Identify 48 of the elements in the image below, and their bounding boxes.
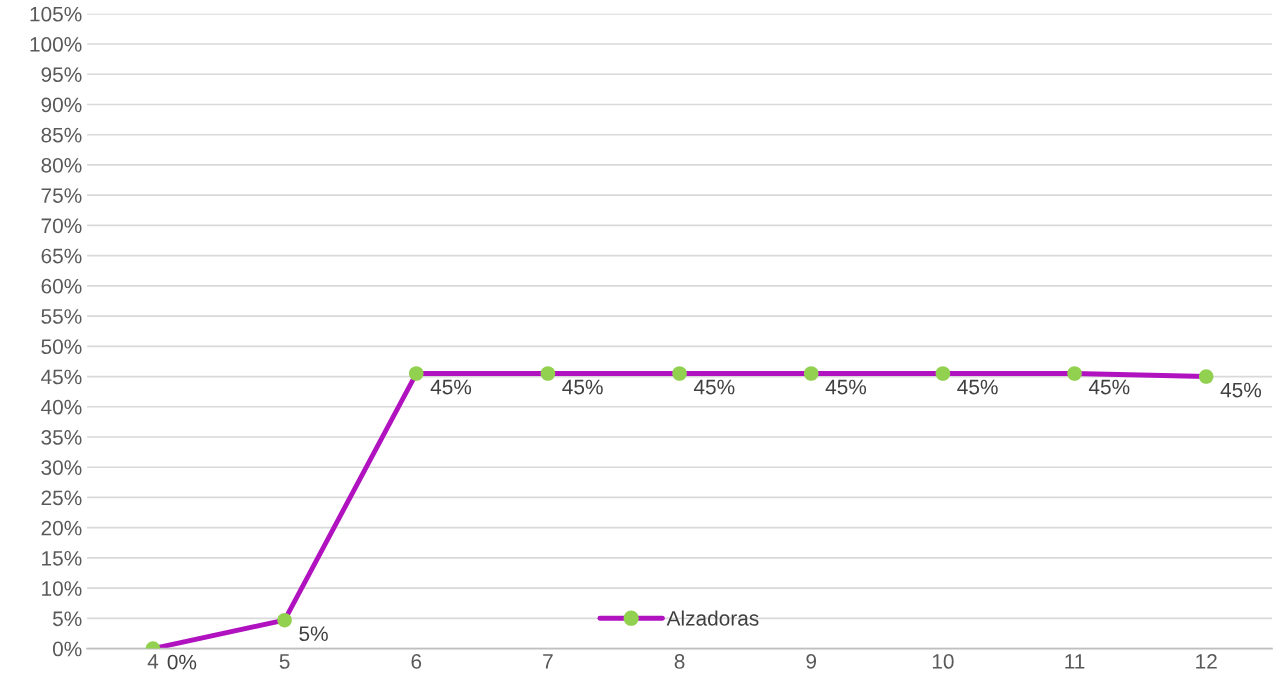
x-tick-label: 4 <box>147 654 159 669</box>
data-label: 45% <box>562 379 603 395</box>
data-label: 45% <box>1220 382 1262 398</box>
y-tick-label: 25% <box>41 490 82 506</box>
y-tick-label: 40% <box>41 399 82 415</box>
data-label: 5% <box>299 626 328 642</box>
y-tick-label: 95% <box>41 67 82 83</box>
x-tick-label: 9 <box>806 654 817 669</box>
point <box>935 366 951 381</box>
data-label: 45% <box>1088 379 1130 395</box>
y-tick-label: 45% <box>41 369 82 385</box>
y-tick-label: 100% <box>30 37 82 52</box>
y-tick-label: 35% <box>41 430 82 445</box>
y-tick-label: 0% <box>52 641 82 657</box>
y-tick-label: 20% <box>41 520 82 536</box>
point <box>408 366 424 381</box>
legend-label: Alzadoras <box>666 610 759 626</box>
y-tick-label: 60% <box>41 278 82 294</box>
data-label: 0% <box>167 654 197 670</box>
point <box>540 366 556 381</box>
y-tick-label: 50% <box>41 339 82 355</box>
y-tick-label: 80% <box>41 157 82 173</box>
y-tick-label: 15% <box>42 551 82 566</box>
y-tick-label: 90% <box>41 97 82 113</box>
data-label: 45% <box>430 379 472 395</box>
data-label: 45% <box>957 379 998 395</box>
y-tick-label: 75% <box>41 188 82 203</box>
y-tick-label: 5% <box>52 611 82 627</box>
point <box>1067 366 1082 381</box>
y-tick-label: 105% <box>30 6 82 22</box>
y-tick-label: 70% <box>41 218 82 234</box>
x-tick-label: 6 <box>411 654 422 669</box>
y-tick-label: 85% <box>41 127 82 143</box>
y-tick-label: 30% <box>41 460 82 475</box>
y-tick-label: 55% <box>41 309 82 324</box>
x-tick-label: 10 <box>932 654 954 669</box>
y-tick-label: 65% <box>41 248 82 264</box>
y-tick-label: 10% <box>42 581 82 596</box>
x-tick-label: 8 <box>674 654 685 669</box>
point <box>672 366 687 381</box>
x-tick-label: 5 <box>279 654 290 669</box>
x-tick-label: 12 <box>1196 654 1217 669</box>
point <box>803 366 819 381</box>
data-label: 45% <box>825 379 867 395</box>
point <box>1198 369 1214 384</box>
x-tick-label: 7 <box>543 654 553 669</box>
x-tick-label: 11 <box>1065 654 1085 669</box>
data-label: 45% <box>693 379 735 395</box>
